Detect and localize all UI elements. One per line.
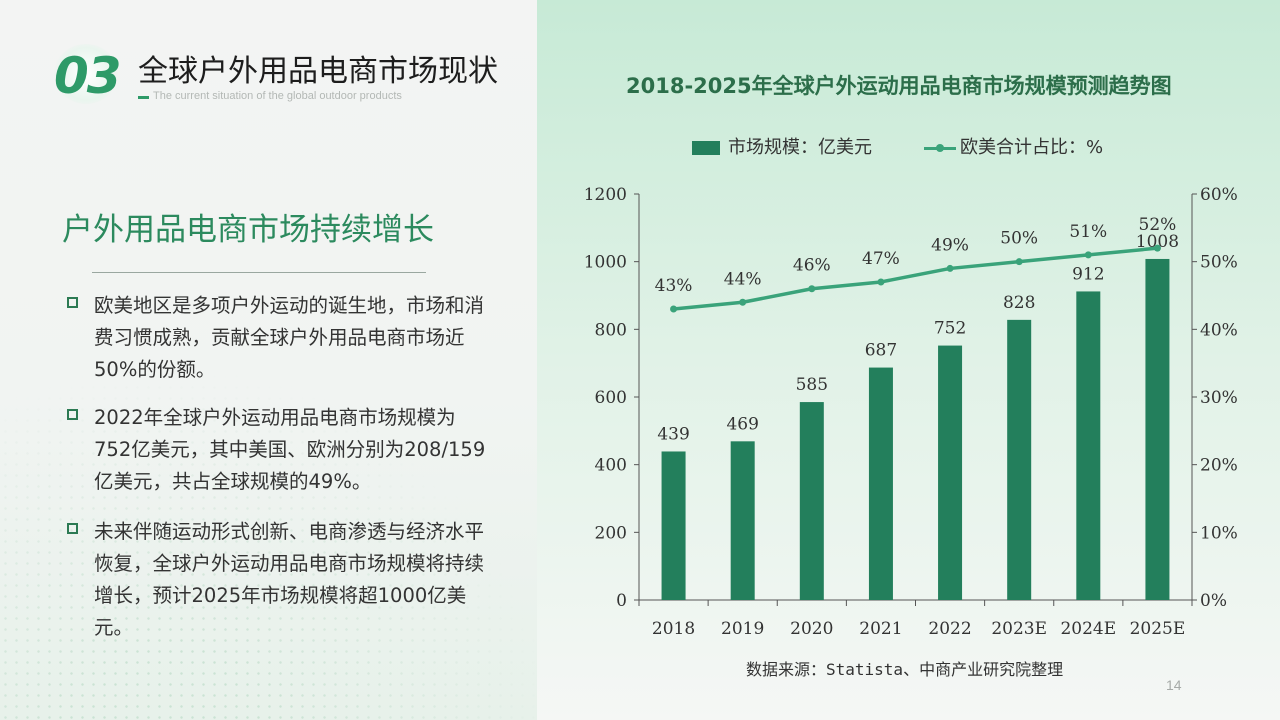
line-value-label: 51% xyxy=(1069,222,1107,242)
content-heading: 户外用品电商市场持续增长 xyxy=(62,212,434,248)
line-value-label: 52% xyxy=(1139,215,1177,235)
bullet-text: 未来伴随运动形式创新、电商渗透与经济水平恢复，全球户外运动用品电商市场规模将持续… xyxy=(94,520,485,639)
bar-value-label: 439 xyxy=(657,424,689,444)
combo-chart: 0 200 400 600 800 1000 1200 0% 10% 20% 30% 40% 50% 60… xyxy=(584,185,1238,639)
bar xyxy=(868,367,893,600)
line-value-label: 47% xyxy=(862,249,900,269)
bullet-text: 2022年全球户外运动用品电商市场规模为752亿美元，其中美国、欧洲分别为208… xyxy=(94,406,486,493)
bar-value-label: 828 xyxy=(1003,293,1035,313)
line-point xyxy=(877,278,885,286)
right-tick-label: 30% xyxy=(1200,388,1238,408)
x-tick-label: 2020 xyxy=(790,619,833,639)
line-point xyxy=(1084,251,1092,259)
left-tick-label: 1000 xyxy=(584,253,627,273)
left-tick-label: 200 xyxy=(595,523,627,543)
bar-value-label: 687 xyxy=(865,341,897,361)
x-tick-label: 2018 xyxy=(652,619,695,639)
bar xyxy=(938,345,963,600)
bar-value-label: 585 xyxy=(796,375,828,395)
bullet-square-icon xyxy=(67,297,78,308)
line-point xyxy=(1015,258,1023,266)
bar-value-label: 469 xyxy=(726,414,758,434)
legend-bar-swatch xyxy=(692,141,720,155)
line-value-label: 44% xyxy=(724,269,762,289)
section-number: 03 xyxy=(54,47,122,105)
chart-title: 2018-2025年全球户外运动用品电商市场规模预测趋势图 xyxy=(626,74,1172,98)
section-badge xyxy=(54,44,118,104)
left-tick-label: 400 xyxy=(595,456,627,476)
bullet-square-icon xyxy=(67,523,78,534)
bullet-square-icon xyxy=(67,409,78,420)
bar-value-label: 1008 xyxy=(1136,232,1179,252)
left-tick-label: 1200 xyxy=(584,185,627,205)
line-value-label: 46% xyxy=(793,256,831,276)
x-tick-label: 2019 xyxy=(721,619,764,639)
section-subtitle: The current situation of the global outd… xyxy=(153,90,402,102)
bar xyxy=(730,441,755,600)
bar xyxy=(1145,258,1170,600)
left-tick-label: 600 xyxy=(595,388,627,408)
x-tick-label: 2023E xyxy=(991,619,1047,639)
line-value-label: 50% xyxy=(1000,229,1038,249)
x-tick-label: 2022 xyxy=(928,619,971,639)
line-value-label: 49% xyxy=(931,235,969,255)
line-point xyxy=(808,285,816,293)
line-point xyxy=(670,305,678,313)
left-tick-label: 800 xyxy=(595,320,627,340)
bar-value-label: 912 xyxy=(1072,264,1104,284)
left-tick-label: 0 xyxy=(616,591,627,611)
line-point xyxy=(1153,244,1161,252)
series-line xyxy=(673,246,1158,311)
section-title: 全球户外用品电商市场现状 xyxy=(138,54,498,89)
line-value-label: 43% xyxy=(655,276,693,296)
bar-value-label: 752 xyxy=(934,319,966,339)
legend-label-line: 欧美合计占比：% xyxy=(960,137,1104,158)
bar xyxy=(1007,319,1032,600)
source-note: 数据来源：Statista、中商产业研究院整理 xyxy=(746,660,1064,679)
heading-divider xyxy=(92,272,426,273)
right-tick-label: 40% xyxy=(1200,320,1238,340)
legend-label-bar: 市场规模：亿美元 xyxy=(728,137,872,158)
x-tick-label: 2025E xyxy=(1130,619,1186,639)
x-tick-label: 2021 xyxy=(859,619,902,639)
right-tick-label: 20% xyxy=(1200,456,1238,476)
bar xyxy=(799,402,824,600)
right-tick-label: 50% xyxy=(1200,253,1238,273)
line-point xyxy=(946,264,954,272)
line-point xyxy=(739,298,747,306)
page-number: 14 xyxy=(1166,677,1182,693)
x-tick-label: 2024E xyxy=(1060,619,1116,639)
bar xyxy=(661,451,686,600)
legend-line-marker xyxy=(936,144,944,152)
subtitle-accent-dash xyxy=(138,96,149,99)
bar xyxy=(1076,291,1101,600)
right-tick-label: 10% xyxy=(1200,523,1238,543)
dotted-background-pattern xyxy=(0,360,560,720)
right-tick-label: 60% xyxy=(1200,185,1238,205)
bullet-text: 欧美地区是多项户外运动的诞生地，市场和消费习惯成熟，贡献全球户外用品电商市场近5… xyxy=(94,294,485,381)
right-tick-label: 0% xyxy=(1200,591,1227,611)
